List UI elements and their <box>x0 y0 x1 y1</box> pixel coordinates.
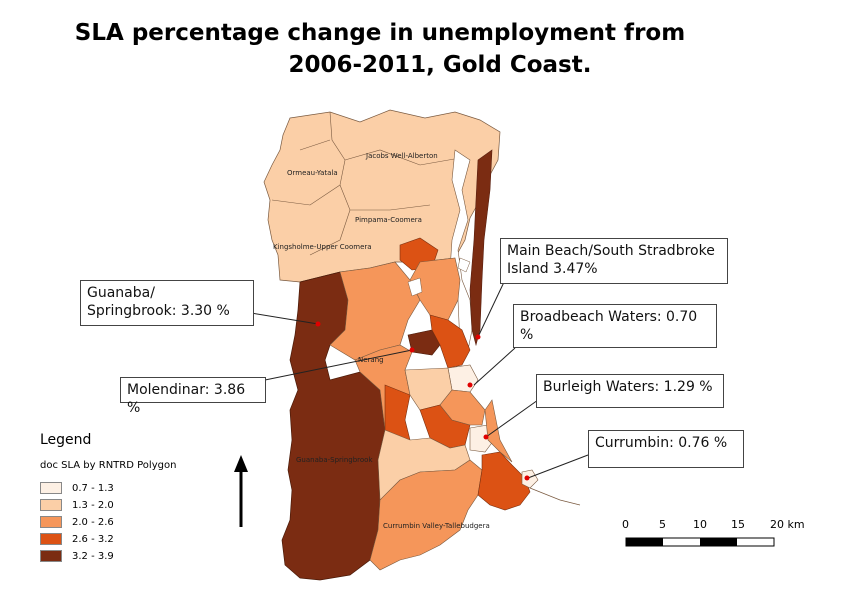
legend-swatch <box>40 482 62 494</box>
scale-tick-5: 5 <box>659 518 666 531</box>
legend-label: 1.3 - 2.0 <box>72 499 114 511</box>
label-currumbin-valley: Currumbin Valley-Tallebudgera <box>383 522 490 530</box>
region-broadbeach-waters <box>447 364 479 393</box>
legend-item: 3.2 - 3.9 <box>40 550 114 562</box>
region-north-base <box>263 109 501 283</box>
region-currumbin-valley <box>369 459 483 571</box>
region-south-coast <box>477 451 531 511</box>
north-arrow-icon <box>234 455 248 527</box>
region-central-c <box>429 314 471 369</box>
region-coast-strip-south <box>484 399 513 463</box>
map-title-line2: 2006-2011, Gold Coast. <box>288 52 592 78</box>
label-jacobs-well: Jacobs Well-Alberton <box>365 152 438 160</box>
legend-item: 1.3 - 2.0 <box>40 499 114 511</box>
callout-broadbeach: Broadbeach Waters: 0.70 % <box>513 304 717 348</box>
legend-label: 0.7 - 1.3 <box>72 482 114 494</box>
label-ormeau: Ormeau-Yatala <box>287 169 338 177</box>
scale-tick-15: 15 <box>731 518 745 531</box>
map-title-line1: SLA percentage change in unemployment fr… <box>74 20 686 46</box>
label-kingsholme: Kingsholme-Upper Coomera <box>273 243 372 251</box>
callout-guanaba: Guanaba/ Springbrook: 3.30 % <box>80 280 254 326</box>
region-currumbin <box>521 469 539 489</box>
legend-label: 2.6 - 3.2 <box>72 533 114 545</box>
legend-item: 2.0 - 2.6 <box>40 516 114 528</box>
legend-swatch <box>40 516 62 528</box>
legend-swatch <box>40 550 62 562</box>
legend-swatch <box>40 533 62 545</box>
legend-item: 0.7 - 1.3 <box>40 482 114 494</box>
scale-tick-20: 20 km <box>770 518 805 531</box>
legend-title: Legend <box>40 432 92 448</box>
scale-tick-10: 10 <box>693 518 707 531</box>
legend-subtitle: doc SLA by RNTRD Polygon <box>40 460 177 471</box>
label-guanaba-springbrook: Guanaba-Springbrook <box>296 456 373 464</box>
legend-label: 3.2 - 3.9 <box>72 550 114 562</box>
label-pimpama: Pimpama-Coomera <box>355 216 422 224</box>
scale-bar <box>625 537 775 547</box>
legend-item: 2.6 - 3.2 <box>40 533 114 545</box>
region-guanaba-springbrook <box>281 271 386 581</box>
region-central-g <box>439 389 486 426</box>
callout-main-beach: Main Beach/South Stradbroke Island 3.47% <box>500 238 728 284</box>
label-nerang: Nerang <box>358 356 384 364</box>
callout-currumbin: Currumbin: 0.76 % <box>588 430 744 468</box>
callout-burleigh: Burleigh Waters: 1.29 % <box>536 374 724 408</box>
callout-molendinar: Molendinar: 3.86 % <box>120 377 266 416</box>
legend-swatch <box>40 499 62 511</box>
legend-label: 2.0 - 2.6 <box>72 516 114 528</box>
scale-tick-0: 0 <box>622 518 629 531</box>
